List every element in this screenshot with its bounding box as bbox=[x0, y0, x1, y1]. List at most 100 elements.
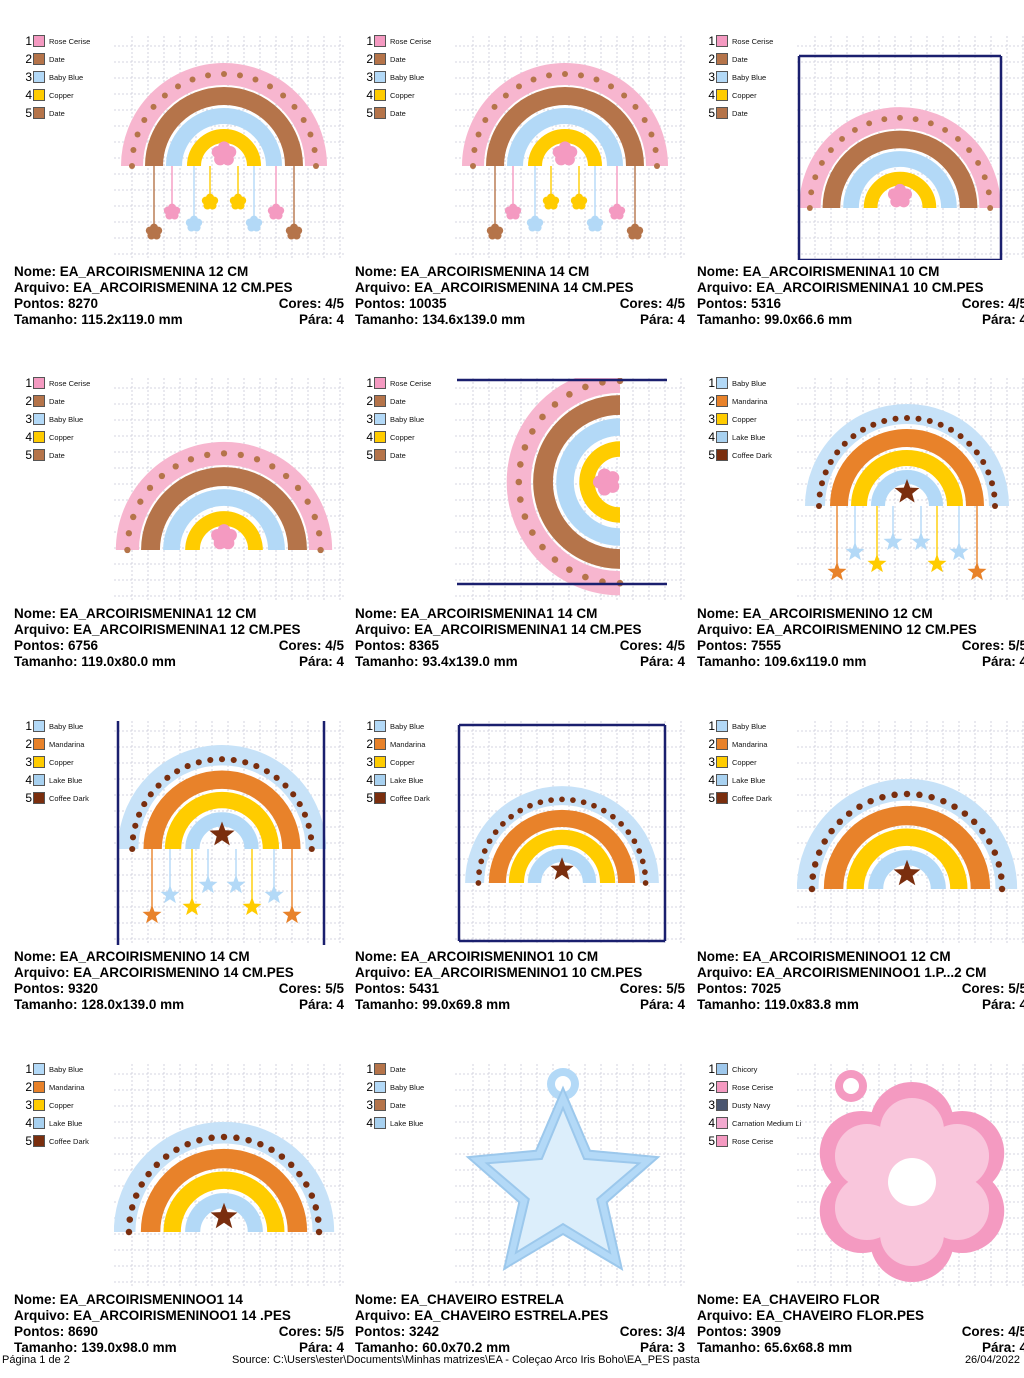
hanging-star-icon bbox=[911, 532, 931, 551]
thread-color-swatch bbox=[716, 1135, 728, 1147]
thread-number: 3 bbox=[366, 755, 373, 769]
thread-legend-item: 2 Date bbox=[20, 50, 90, 68]
thread-color-swatch bbox=[374, 53, 386, 65]
thread-color-swatch bbox=[716, 1081, 728, 1093]
hanging-flower-icon bbox=[229, 193, 247, 210]
name-label: Nome: bbox=[697, 949, 740, 964]
file-name: EA_ARCOIRISMENINOO1 14 .PES bbox=[73, 1308, 291, 1323]
thread-legend-item: 2 Date bbox=[361, 392, 431, 410]
thread-color-swatch bbox=[716, 53, 728, 65]
thread-name: Mandarina bbox=[49, 739, 85, 749]
hanging-flower-icon bbox=[285, 223, 303, 240]
design-info: Nome: EA_ARCOIRISMENINO1 10 CM Arquivo: … bbox=[355, 949, 685, 1013]
size-row: Tamanho: 134.6x139.0 mm Pára: 4 bbox=[355, 312, 685, 328]
size-row: Tamanho: 99.0x69.8 mm Pára: 4 bbox=[355, 997, 685, 1013]
blue-band bbox=[527, 848, 597, 884]
design-size: 99.0x69.8 mm bbox=[422, 997, 511, 1012]
design-info: Nome: EA_ARCOIRISMENINO 12 CM Arquivo: E… bbox=[697, 606, 1024, 670]
thread-name: Copper bbox=[49, 757, 74, 767]
size-row: Tamanho: 99.0x66.6 mm Pára: 4 bbox=[697, 312, 1024, 328]
colors-label: Cores: bbox=[278, 981, 322, 996]
design-name: EA_ARCOIRISMENINO 12 CM bbox=[742, 606, 933, 621]
thread-color-swatch bbox=[33, 53, 45, 65]
thread-color-swatch bbox=[716, 107, 728, 119]
stops-label: Pára: bbox=[639, 312, 674, 327]
thread-name: Date bbox=[732, 54, 748, 64]
thread-name: Baby Blue bbox=[49, 72, 84, 82]
design-canvas bbox=[114, 36, 344, 260]
design-card: 1 Baby Blue 2 Mandarina 3 Copper 4 Lake Blue 5 Co… bbox=[14, 1048, 344, 1378]
colors-field: Cores: 4/5 bbox=[279, 296, 344, 312]
thread-color-swatch bbox=[374, 1117, 386, 1129]
embroidery-design bbox=[465, 786, 659, 886]
thread-legend-item: 4 Copper bbox=[20, 428, 90, 446]
name-field: Nome: EA_ARCOIRISMENINA 14 CM bbox=[355, 264, 589, 280]
thread-color-swatch bbox=[374, 89, 386, 101]
thread-number: 5 bbox=[366, 106, 373, 120]
embroidery-design bbox=[797, 778, 1018, 893]
design-card: 1 Rose Cerise 2 Date 3 Baby Blue 4 Copper 5 Date N… bbox=[355, 20, 685, 350]
hanging-flower-icon bbox=[626, 223, 644, 240]
name-label: Nome: bbox=[697, 606, 740, 621]
name-row: Nome: EA_CHAVEIRO ESTRELA bbox=[355, 1292, 685, 1308]
stitches-field: Pontos: 8270 bbox=[14, 296, 98, 312]
thread-number: 4 bbox=[366, 88, 373, 102]
design-canvas bbox=[455, 378, 685, 602]
thread-legend-item: 4 Carnation Medium Li bbox=[703, 1114, 801, 1132]
name-field: Nome: EA_CHAVEIRO ESTRELA bbox=[355, 1292, 564, 1308]
size-label: Tamanho: bbox=[355, 997, 419, 1012]
stitches-label: Pontos: bbox=[355, 981, 406, 996]
thread-name: Copper bbox=[390, 90, 415, 100]
name-label: Nome: bbox=[355, 606, 398, 621]
design-size: 115.2x119.0 mm bbox=[81, 312, 183, 327]
thread-color-swatch bbox=[33, 1099, 45, 1111]
thread-name: Copper bbox=[732, 757, 757, 767]
thread-color-swatch bbox=[716, 792, 728, 804]
thread-color-swatch bbox=[33, 720, 45, 732]
name-label: Nome: bbox=[355, 1292, 398, 1307]
file-field: Arquivo: EA_CHAVEIRO ESTRELA.PES bbox=[355, 1308, 608, 1324]
size-row: Tamanho: 65.6x68.8 mm Pára: 4 bbox=[697, 1340, 1024, 1356]
blue-outer-band bbox=[117, 745, 327, 850]
design-canvas bbox=[455, 1064, 685, 1288]
thread-color-swatch bbox=[33, 1063, 45, 1075]
thread-number: 3 bbox=[25, 755, 32, 769]
design-preview bbox=[114, 36, 344, 260]
colors-label: Cores: bbox=[278, 296, 322, 311]
stops-label: Pára: bbox=[981, 1340, 1016, 1355]
stitch-count: 7555 bbox=[751, 638, 782, 653]
stitch-count: 8270 bbox=[68, 296, 99, 311]
yellow-band bbox=[187, 129, 261, 167]
design-canvas bbox=[797, 378, 1024, 602]
thread-legend-item: 5 Coffee Dark bbox=[20, 789, 89, 807]
stitch-count: 9320 bbox=[68, 981, 99, 996]
thread-number: 1 bbox=[25, 376, 32, 390]
hanging-flower-icon bbox=[542, 193, 560, 210]
design-name: EA_CHAVEIRO FLOR bbox=[742, 1292, 880, 1307]
thread-number: 5 bbox=[708, 791, 715, 805]
thread-name: Lake Blue bbox=[390, 775, 424, 785]
file-row: Arquivo: EA_ARCOIRISMENINA1 10 CM.PES bbox=[697, 280, 1024, 296]
stitches-field: Pontos: 8365 bbox=[355, 638, 439, 654]
thread-name: Mandarina bbox=[390, 739, 426, 749]
colors-label: Cores: bbox=[961, 638, 1005, 653]
name-field: Nome: EA_ARCOIRISMENINO 12 CM bbox=[697, 606, 933, 622]
thread-color-swatch bbox=[374, 738, 386, 750]
brown-band bbox=[141, 467, 307, 551]
design-preview bbox=[455, 721, 685, 945]
stitches-row: Pontos: 10035 Cores: 4/5 bbox=[355, 296, 685, 312]
stitches-label: Pontos: bbox=[697, 1324, 748, 1339]
yellow-band bbox=[579, 441, 621, 523]
file-row: Arquivo: EA_ARCOIRISMENINOO1 14 .PES bbox=[14, 1308, 344, 1324]
size-row: Tamanho: 128.0x139.0 mm Pára: 4 bbox=[14, 997, 344, 1013]
size-field: Tamanho: 119.0x80.0 mm bbox=[14, 654, 176, 670]
design-info: Nome: EA_ARCOIRISMENINA1 10 CM Arquivo: … bbox=[697, 264, 1024, 328]
thread-name: Mandarina bbox=[732, 739, 768, 749]
thread-number: 4 bbox=[366, 1116, 373, 1130]
yellow-band bbox=[863, 171, 937, 209]
thread-legend: 1 Date 2 Baby Blue 3 Date 4 Lake Blue bbox=[361, 1060, 424, 1132]
thread-legend-item: 1 Baby Blue bbox=[361, 717, 430, 735]
thread-legend: 1 Baby Blue 2 Mandarina 3 Copper 4 Lake Blue 5 Co… bbox=[20, 717, 89, 807]
dot-row bbox=[125, 1133, 323, 1236]
thread-legend-item: 3 Copper bbox=[361, 753, 430, 771]
